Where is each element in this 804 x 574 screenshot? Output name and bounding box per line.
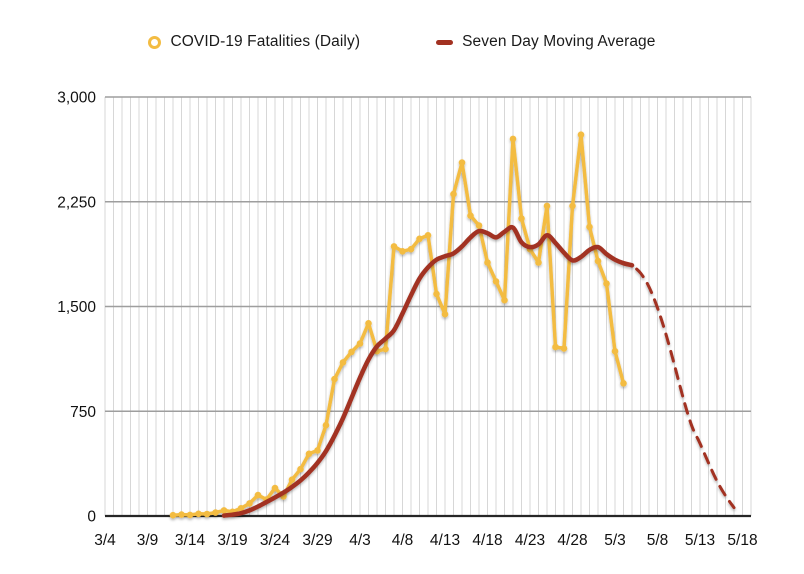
- x-tick-label: 3/14: [175, 532, 206, 549]
- y-tick-labels: 0 750 1,500 2,250 3,000: [57, 90, 96, 526]
- data-point-marker: [492, 278, 500, 285]
- x-tick-label: 5/3: [604, 532, 626, 549]
- data-point-marker: [458, 159, 466, 166]
- x-tick-label: 5/18: [727, 532, 757, 549]
- daily-fatalities-series: [169, 131, 627, 519]
- data-point-marker: [416, 235, 423, 243]
- data-point-marker: [594, 257, 602, 265]
- y-tick-label: 750: [70, 404, 96, 421]
- x-tick-label: 4/23: [515, 532, 545, 549]
- x-tick-label: 3/9: [137, 532, 159, 549]
- data-point-marker: [178, 511, 185, 518]
- x-tick-label: 3/19: [217, 532, 247, 549]
- x-tick-label: 5/8: [647, 532, 669, 549]
- data-point-marker: [501, 296, 508, 304]
- data-point-marker: [314, 447, 321, 454]
- data-point-marker: [169, 511, 177, 519]
- data-point-marker: [246, 500, 253, 507]
- data-point-marker: [195, 510, 202, 518]
- x-tick-label: 5/13: [685, 532, 715, 549]
- x-tick-label: 4/28: [557, 532, 587, 549]
- y-tick-label: 3,000: [57, 90, 96, 107]
- data-point-marker: [356, 340, 364, 347]
- x-tick-labels: 3/4 3/9 3/14 3/19 3/24 3/29 4/3 4/8 4/13 4/18 4/23…: [94, 532, 757, 549]
- data-point-marker: [212, 509, 219, 516]
- data-point-marker: [339, 359, 347, 366]
- open-circle-marker-icon: [148, 35, 162, 49]
- data-point-marker: [407, 245, 415, 253]
- data-point-marker: [348, 348, 355, 356]
- y-tick-label: 1,500: [57, 299, 96, 316]
- projection-line: [630, 263, 736, 510]
- x-tick-label: 4/8: [392, 532, 414, 549]
- chart-legend: COVID-19 Fatalities (Daily) Seven Day Mo…: [0, 33, 804, 51]
- dash-marker-icon: [436, 39, 454, 45]
- data-point-marker: [467, 212, 474, 219]
- data-point-marker: [331, 375, 338, 383]
- x-tick-label: 4/18: [472, 532, 502, 549]
- legend-item-moving-average: Seven Day Moving Average: [436, 33, 655, 51]
- data-point-marker: [297, 465, 304, 473]
- data-point-marker: [322, 421, 330, 429]
- data-point-marker: [535, 259, 542, 266]
- data-point-marker: [186, 511, 194, 519]
- data-point-marker: [577, 131, 585, 138]
- x-tick-label: 3/24: [260, 532, 291, 549]
- data-point-marker: [271, 484, 279, 492]
- data-point-marker: [382, 345, 389, 353]
- data-point-marker: [203, 510, 211, 518]
- x-tick-label: 3/29: [302, 532, 332, 549]
- data-point-marker: [441, 310, 449, 318]
- data-point-marker: [237, 505, 245, 512]
- data-point-marker: [518, 215, 525, 222]
- data-point-marker: [552, 343, 559, 351]
- y-gridlines: [105, 96, 751, 413]
- data-point-marker: [399, 248, 406, 255]
- y-tick-label: 2,250: [57, 194, 96, 211]
- data-point-marker: [305, 450, 313, 458]
- data-point-marker: [569, 202, 576, 210]
- data-point-marker: [424, 232, 432, 239]
- x-tick-label: 4/3: [349, 532, 371, 549]
- data-point-marker: [620, 380, 627, 387]
- data-point-marker: [450, 190, 457, 198]
- data-point-marker: [365, 320, 372, 327]
- y-tick-label: 0: [87, 509, 96, 526]
- data-point-marker: [603, 280, 610, 287]
- data-point-marker: [390, 243, 398, 250]
- data-point-marker: [543, 202, 551, 210]
- data-point-marker: [484, 259, 491, 266]
- moving-average-line: [221, 224, 635, 518]
- data-point-marker: [288, 476, 296, 484]
- x-tick-label: 4/13: [430, 532, 460, 549]
- data-point-marker: [254, 491, 262, 499]
- data-point-marker: [433, 290, 440, 298]
- legend-label-moving-average: Seven Day Moving Average: [462, 33, 656, 50]
- data-point-marker: [586, 223, 593, 231]
- data-point-marker: [560, 345, 568, 352]
- data-point-marker: [475, 222, 483, 229]
- data-point-marker: [220, 507, 228, 514]
- data-point-marker: [611, 347, 619, 355]
- legend-label-daily-fatalities: COVID-19 Fatalities (Daily): [170, 33, 361, 50]
- x-tick-label: 3/4: [94, 532, 116, 549]
- legend-item-daily-fatalities: COVID-19 Fatalities (Daily): [148, 33, 360, 51]
- data-point-marker: [509, 135, 517, 143]
